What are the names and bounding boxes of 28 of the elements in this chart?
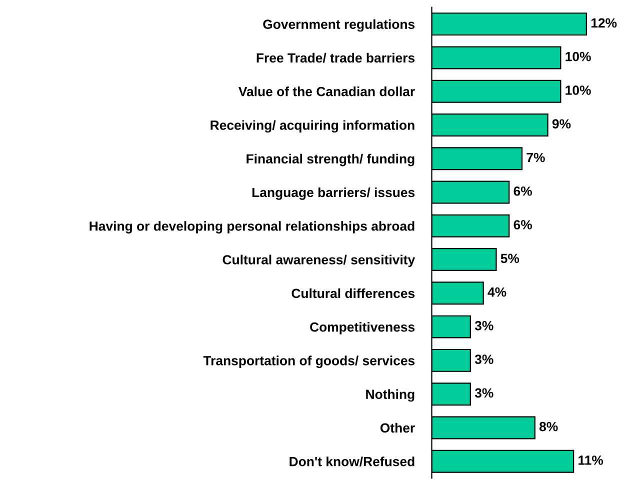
y-tick-label: Value of the Canadian dollar — [238, 86, 415, 96]
y-tick-label: Nothing — [366, 389, 414, 402]
y-tick-label: Government regulations — [263, 19, 415, 32]
data-label: 11% — [578, 456, 604, 465]
data-label: 6% — [514, 186, 532, 196]
data-label: 3% — [474, 354, 494, 364]
y-tick-label: Financial strength/ funding — [246, 154, 414, 166]
y-tick-label: Free Trade/ trade barriers — [256, 52, 415, 63]
data-label: 5% — [500, 254, 520, 264]
y-tick-label: Don't know/Refused — [290, 456, 414, 466]
data-label: 8% — [539, 422, 558, 432]
y-tick-label: Competitiveness — [310, 322, 415, 334]
data-label: 9% — [552, 119, 571, 129]
data-label: 12% — [591, 18, 617, 28]
data-label: 7% — [526, 152, 545, 162]
data-label: 4% — [488, 287, 506, 297]
y-tick-label: Language barriers/ issues — [252, 187, 415, 200]
data-label: 6% — [514, 220, 532, 230]
y-tick-label: Receiving/ acquiring information — [210, 120, 414, 133]
data-label: 10% — [566, 52, 591, 62]
data-label: 3% — [474, 388, 494, 398]
y-tick-label: Having or developing personal relationships abroad — [90, 221, 414, 234]
y-tick-label: Cultural awareness/ sensitivity — [222, 254, 416, 268]
y-tick-label: Cultural differences — [292, 288, 415, 298]
y-tick-label: Other — [380, 422, 415, 433]
data-label: 3% — [474, 321, 494, 330]
data-label: 10% — [566, 86, 591, 95]
y-tick-label: Transportation of goods/ services — [203, 356, 415, 368]
